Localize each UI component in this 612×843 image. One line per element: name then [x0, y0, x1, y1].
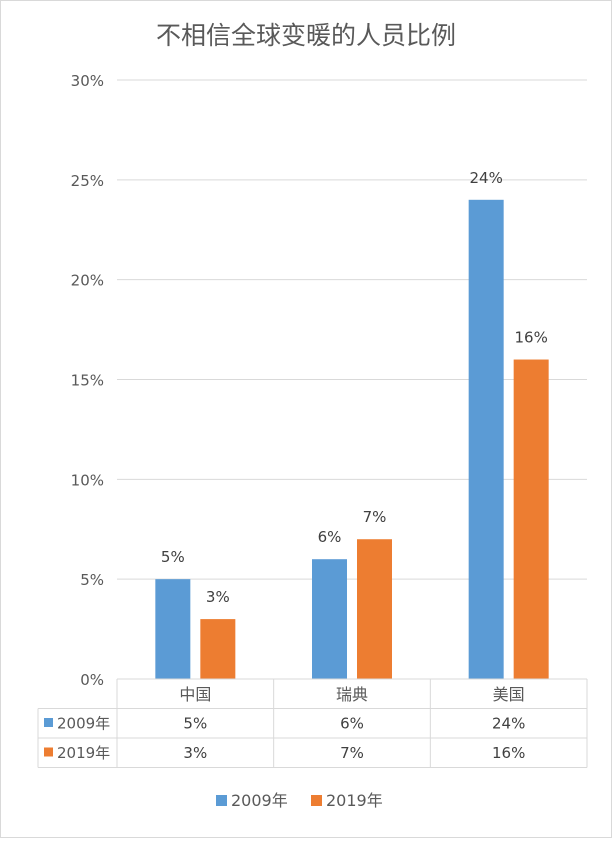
- y-tick-label: 5%: [80, 571, 104, 589]
- bar-series1[interactable]: [468, 199, 504, 680]
- table-series-name: 2019年: [57, 744, 110, 762]
- y-tick-label: 10%: [71, 471, 104, 489]
- bar-series1[interactable]: [155, 579, 191, 679]
- table-cell: 5%: [183, 715, 207, 733]
- bar-data-label: 5%: [161, 548, 185, 566]
- legend-label[interactable]: 2009年: [231, 791, 288, 810]
- bar-data-label: 6%: [318, 528, 342, 546]
- table-cell: 24%: [492, 715, 525, 733]
- table-series-name: 2009年: [57, 715, 110, 733]
- chart-title: 不相信全球变暖的人员比例: [156, 21, 456, 50]
- y-tick-label: 30%: [71, 72, 104, 90]
- x-category-label: 瑞典: [336, 685, 368, 704]
- x-category-label: 中国: [179, 685, 211, 704]
- y-tick-label: 20%: [71, 272, 104, 290]
- table-cell: 7%: [340, 744, 364, 762]
- bar-data-label: 3%: [206, 588, 230, 606]
- table-cell: 16%: [492, 744, 525, 762]
- y-tick-label: 15%: [71, 372, 104, 390]
- bar-data-label: 24%: [469, 169, 502, 187]
- y-tick-label: 0%: [80, 671, 104, 689]
- bar-data-label: 16%: [514, 329, 547, 347]
- legend[interactable]: 2009年 2019年: [216, 791, 383, 810]
- data-labels: 5% 3% 6% 7% 24% 16%: [161, 169, 548, 606]
- table-legend-key: [44, 718, 53, 727]
- bars: [155, 199, 549, 680]
- legend-key[interactable]: [216, 795, 227, 806]
- bar-series2[interactable]: [513, 359, 549, 679]
- bar-series1[interactable]: [312, 559, 347, 679]
- table-legend-key: [44, 747, 53, 757]
- bar-series2[interactable]: [357, 539, 392, 679]
- x-category-label: 美国: [493, 685, 525, 704]
- table-cell: 6%: [340, 715, 364, 733]
- legend-label[interactable]: 2019年: [326, 791, 383, 810]
- data-table: 中国 瑞典 美国 2009年 5% 6% 24% 2019年 3% 7% 16%: [37, 678, 588, 768]
- y-axis-ticks: 0% 5% 10% 15% 20% 25% 30%: [71, 72, 104, 689]
- bar-data-label: 7%: [363, 508, 387, 526]
- y-tick-label: 25%: [71, 172, 104, 190]
- bar-series2[interactable]: [200, 619, 236, 679]
- legend-key[interactable]: [311, 795, 322, 806]
- table-cell: 3%: [183, 744, 207, 762]
